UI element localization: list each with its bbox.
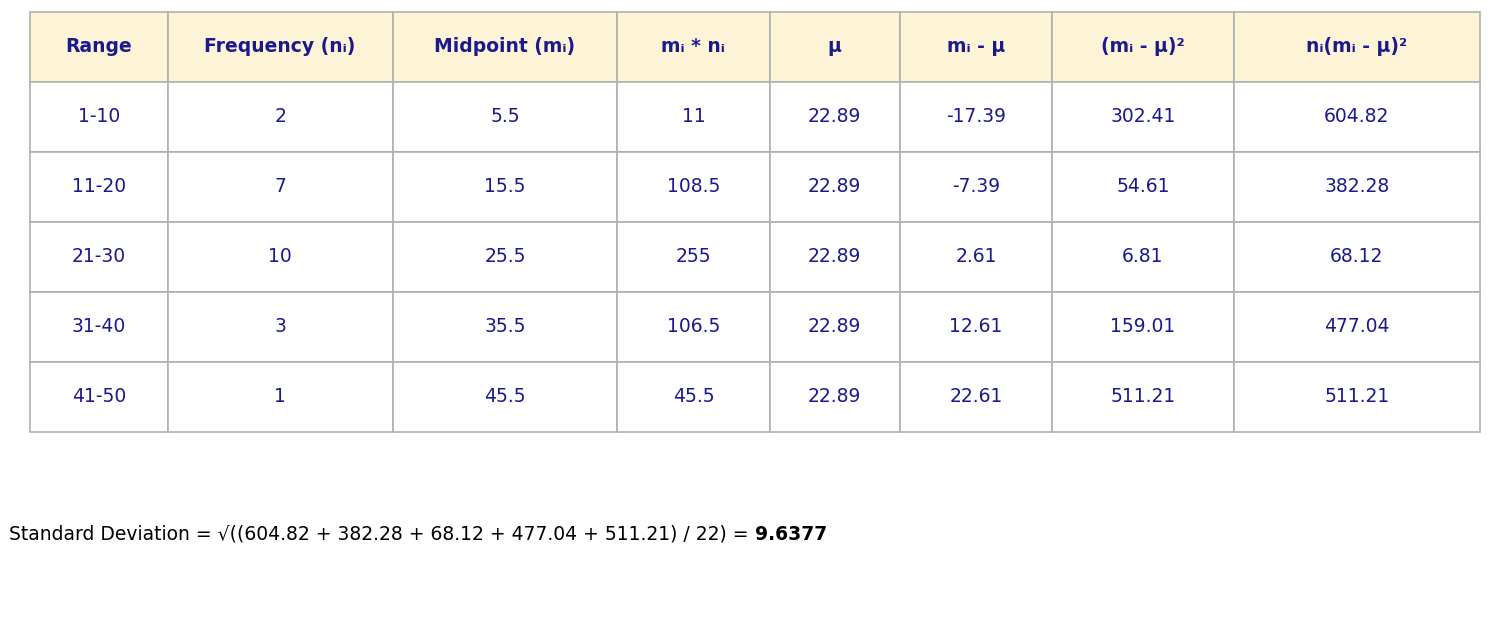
Bar bbox=[899, 82, 1052, 152]
Text: 477.04: 477.04 bbox=[1323, 317, 1390, 336]
Bar bbox=[1233, 222, 1480, 292]
Text: 511.21: 511.21 bbox=[1111, 387, 1176, 406]
Text: 5.5: 5.5 bbox=[490, 108, 519, 127]
Bar bbox=[899, 362, 1052, 432]
Bar bbox=[899, 292, 1052, 362]
Text: 3: 3 bbox=[275, 317, 287, 336]
Text: Midpoint (mᵢ): Midpoint (mᵢ) bbox=[435, 38, 575, 57]
Text: 22.89: 22.89 bbox=[807, 248, 862, 266]
Text: 54.61: 54.61 bbox=[1117, 178, 1169, 196]
Bar bbox=[392, 82, 617, 152]
Text: 15.5: 15.5 bbox=[484, 178, 525, 196]
Bar bbox=[617, 82, 770, 152]
Text: -7.39: -7.39 bbox=[952, 178, 1000, 196]
Text: 2.61: 2.61 bbox=[955, 248, 997, 266]
Text: Range: Range bbox=[65, 38, 133, 57]
Text: 1: 1 bbox=[275, 387, 287, 406]
Text: 22.89: 22.89 bbox=[807, 108, 862, 127]
Bar bbox=[30, 82, 167, 152]
Bar bbox=[1052, 222, 1233, 292]
Text: 22.61: 22.61 bbox=[949, 387, 1003, 406]
Text: 604.82: 604.82 bbox=[1323, 108, 1390, 127]
Text: 11: 11 bbox=[682, 108, 705, 127]
Text: 302.41: 302.41 bbox=[1111, 108, 1176, 127]
Bar bbox=[167, 82, 392, 152]
Bar bbox=[617, 362, 770, 432]
Text: 35.5: 35.5 bbox=[484, 317, 525, 336]
Text: 382.28: 382.28 bbox=[1323, 178, 1390, 196]
Bar bbox=[617, 12, 770, 82]
Bar bbox=[1233, 82, 1480, 152]
Text: 159.01: 159.01 bbox=[1111, 317, 1176, 336]
Text: Standard Deviation = √((604.82 + 382.28 + 68.12 + 477.04 + 511.21) / 22) =: Standard Deviation = √((604.82 + 382.28 … bbox=[9, 525, 754, 544]
Text: 45.5: 45.5 bbox=[673, 387, 714, 406]
Text: 10: 10 bbox=[269, 248, 293, 266]
Bar bbox=[770, 12, 899, 82]
Bar bbox=[899, 222, 1052, 292]
Bar bbox=[770, 82, 899, 152]
Bar bbox=[30, 292, 167, 362]
Bar bbox=[770, 152, 899, 222]
Bar bbox=[30, 12, 167, 82]
Bar bbox=[1052, 362, 1233, 432]
Bar bbox=[30, 362, 167, 432]
Bar bbox=[617, 222, 770, 292]
Bar bbox=[167, 292, 392, 362]
Text: mᵢ * nᵢ: mᵢ * nᵢ bbox=[661, 38, 726, 57]
Text: 1-10: 1-10 bbox=[78, 108, 121, 127]
Bar bbox=[899, 152, 1052, 222]
Text: 2: 2 bbox=[275, 108, 287, 127]
Bar bbox=[617, 292, 770, 362]
Text: 41-50: 41-50 bbox=[72, 387, 125, 406]
Bar bbox=[392, 222, 617, 292]
Text: 108.5: 108.5 bbox=[667, 178, 720, 196]
Text: μ: μ bbox=[828, 38, 842, 57]
Bar bbox=[392, 152, 617, 222]
Text: 21-30: 21-30 bbox=[72, 248, 125, 266]
Bar bbox=[1052, 82, 1233, 152]
Bar bbox=[1233, 12, 1480, 82]
Text: 106.5: 106.5 bbox=[667, 317, 720, 336]
Text: 9.6377: 9.6377 bbox=[754, 525, 827, 544]
Bar bbox=[1052, 12, 1233, 82]
Bar bbox=[392, 12, 617, 82]
Text: Frequency (nᵢ): Frequency (nᵢ) bbox=[204, 38, 356, 57]
Bar bbox=[1052, 152, 1233, 222]
Text: 12.61: 12.61 bbox=[949, 317, 1003, 336]
Bar bbox=[167, 222, 392, 292]
Bar bbox=[1233, 292, 1480, 362]
Text: -17.39: -17.39 bbox=[946, 108, 1007, 127]
Bar bbox=[899, 12, 1052, 82]
Bar bbox=[770, 362, 899, 432]
Text: 45.5: 45.5 bbox=[484, 387, 525, 406]
Text: (mᵢ - μ)²: (mᵢ - μ)² bbox=[1102, 38, 1185, 57]
Text: 22.89: 22.89 bbox=[807, 178, 862, 196]
Text: 25.5: 25.5 bbox=[484, 248, 525, 266]
Bar bbox=[617, 152, 770, 222]
Text: mᵢ - μ: mᵢ - μ bbox=[948, 38, 1005, 57]
Bar bbox=[1052, 292, 1233, 362]
Bar bbox=[770, 292, 899, 362]
Text: 22.89: 22.89 bbox=[807, 317, 862, 336]
Bar bbox=[392, 362, 617, 432]
Text: 511.21: 511.21 bbox=[1323, 387, 1390, 406]
Bar bbox=[30, 152, 167, 222]
Text: 22.89: 22.89 bbox=[807, 387, 862, 406]
Bar bbox=[1233, 362, 1480, 432]
Bar bbox=[167, 362, 392, 432]
Text: 6.81: 6.81 bbox=[1123, 248, 1163, 266]
Text: nᵢ(mᵢ - μ)²: nᵢ(mᵢ - μ)² bbox=[1307, 38, 1408, 57]
Text: 11-20: 11-20 bbox=[72, 178, 125, 196]
Text: 68.12: 68.12 bbox=[1329, 248, 1384, 266]
Bar bbox=[167, 12, 392, 82]
Bar bbox=[1233, 152, 1480, 222]
Text: 255: 255 bbox=[676, 248, 711, 266]
Bar bbox=[167, 152, 392, 222]
Bar bbox=[392, 292, 617, 362]
Bar bbox=[30, 222, 167, 292]
Bar bbox=[770, 222, 899, 292]
Text: 31-40: 31-40 bbox=[72, 317, 125, 336]
Text: 7: 7 bbox=[275, 178, 287, 196]
